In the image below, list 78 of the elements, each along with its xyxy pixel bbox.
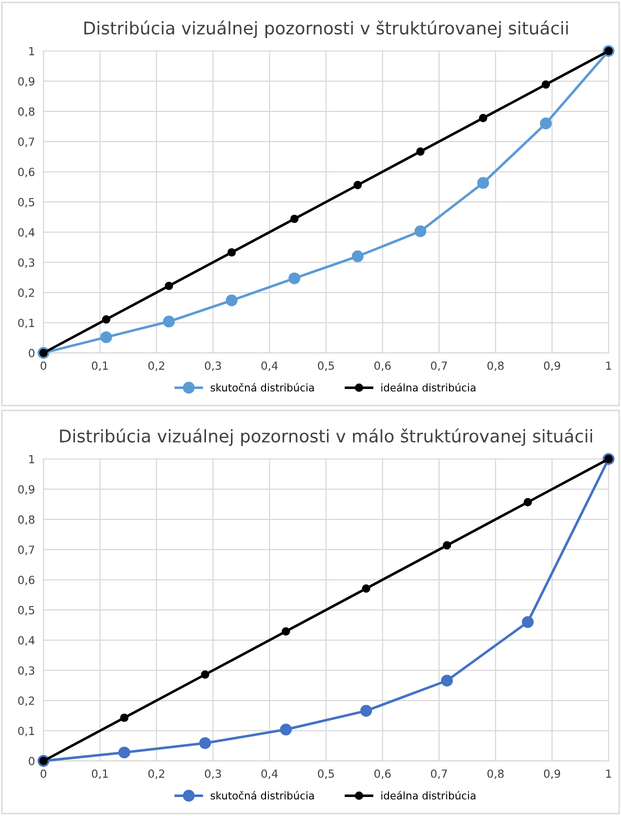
y-tick-label: 0,6	[18, 576, 34, 586]
y-tick-label: 0,3	[18, 258, 34, 268]
y-tick-label: 0,7	[18, 546, 34, 556]
y-tick-label: 0	[28, 348, 34, 358]
y-tick-label: 0,9	[18, 485, 34, 495]
x-tick-label: 0,9	[544, 361, 560, 371]
point	[362, 584, 370, 593]
point	[226, 294, 238, 306]
point	[120, 714, 128, 722]
x-tick-label: 1	[606, 362, 612, 370]
legend-label: skutočná distribúcia	[210, 383, 314, 392]
x-tick-label: 0,5	[318, 361, 334, 371]
point	[477, 177, 490, 189]
y-tick-label: 0,1	[18, 318, 34, 328]
x-tick-label: 0,3	[204, 769, 221, 779]
y-tick-label: 0,3	[18, 666, 34, 676]
point	[200, 670, 210, 679]
y-tick-label: 0,1	[18, 726, 34, 736]
y-tick-label: 1	[29, 47, 34, 56]
x-tick-label: 0,4	[261, 769, 278, 779]
y-tick-label: 0,6	[18, 168, 34, 178]
y-tick-label: 0,5	[18, 606, 34, 616]
point	[118, 746, 130, 758]
point	[352, 250, 364, 262]
point	[540, 118, 552, 130]
x-tick-label: 0,9	[544, 769, 560, 779]
y-tick-label: 0,8	[18, 515, 34, 525]
x-tick-label: 0,2	[148, 361, 164, 371]
x-tick-label: 0,3	[204, 361, 221, 371]
point	[290, 214, 299, 224]
point	[282, 627, 290, 636]
y-tick-label: 0,5	[18, 198, 34, 208]
point	[164, 282, 174, 290]
legend-label: ideálna distribúcia	[381, 383, 476, 392]
point	[288, 272, 300, 284]
y-tick-label: 0,4	[18, 636, 35, 646]
y-tick-label: 0,2	[18, 696, 34, 706]
point	[163, 316, 175, 328]
x-tick-label: 0	[40, 361, 46, 370]
x-tick-label: 0,4	[261, 361, 278, 371]
x-tick-label: 0,6	[374, 361, 391, 371]
x-tick-label: 0,5	[318, 769, 334, 779]
point	[416, 147, 425, 156]
y-tick-label: 0	[28, 756, 34, 766]
point	[441, 674, 453, 687]
point	[522, 616, 534, 628]
point	[524, 498, 532, 506]
x-tick-label: 0,7	[430, 769, 447, 779]
x-tick-label: 0,2	[148, 769, 164, 779]
x-tick-label: 1	[606, 770, 612, 778]
y-tick-label: 0,8	[18, 107, 34, 117]
legend-label: skutočná distribúcia	[210, 791, 314, 800]
x-tick-label: 0,7	[430, 361, 447, 371]
x-tick-label: 0,6	[374, 769, 391, 779]
x-tick-label: 0,1	[92, 769, 108, 779]
point	[280, 724, 292, 736]
y-tick-label: 0,7	[18, 138, 34, 148]
point	[102, 315, 110, 324]
point	[442, 541, 452, 550]
point	[478, 114, 488, 122]
x-tick-label: 0,1	[92, 361, 108, 371]
point	[414, 225, 426, 238]
point	[354, 180, 362, 190]
x-tick-label: 0	[40, 769, 46, 778]
point	[227, 248, 236, 257]
chart-title: Distribúcia vizuálnej pozornosti v málo štruktúrovanej situácii	[60, 428, 592, 446]
y-tick-label: 0,2	[18, 288, 34, 298]
chart-title: Distribúcia vizuálnej pozornosti v štruktúrovanej situácii	[84, 20, 568, 38]
point	[100, 331, 112, 344]
legend-label: ideálna distribúcia	[381, 791, 476, 800]
y-tick-label: 1	[29, 455, 34, 464]
y-tick-label: 0,9	[18, 77, 34, 87]
x-tick-label: 0,8	[487, 769, 504, 779]
point	[542, 80, 550, 89]
point	[360, 704, 372, 717]
y-tick-label: 0,4	[18, 228, 35, 238]
point	[199, 737, 211, 750]
x-tick-label: 0,8	[487, 361, 504, 371]
